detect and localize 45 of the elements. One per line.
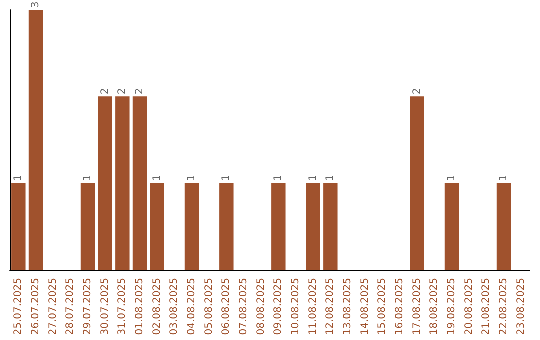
data-label: 1 — [446, 174, 458, 182]
data-label: 1 — [221, 174, 232, 182]
data-label: 2 — [117, 88, 128, 95]
x-tick-label: 29.07.2025 — [82, 278, 94, 336]
x-tick-label: 08.08.2025 — [256, 278, 267, 336]
x-tick-label: 07.08.2025 — [238, 278, 250, 336]
x-tick-label: 06.08.2025 — [221, 278, 232, 336]
data-label: 1 — [325, 174, 336, 182]
x-tick-label: 03.08.2025 — [169, 278, 180, 336]
x-tick-label: 18.08.2025 — [429, 278, 440, 336]
x-tick-label: 12.08.2025 — [325, 278, 336, 336]
x-tick-label: 14.08.2025 — [360, 278, 371, 336]
data-label: 1 — [186, 174, 198, 182]
data-label: 1 — [82, 174, 94, 182]
x-tick-label: 26.07.2025 — [30, 278, 42, 336]
data-label: 1 — [13, 174, 24, 182]
data-label: 1 — [152, 174, 163, 182]
data-label: 1 — [273, 174, 284, 182]
data-label: 1 — [498, 174, 510, 182]
x-tick-label: 15.08.2025 — [377, 278, 388, 336]
data-label: 2 — [100, 88, 111, 95]
x-tick-label: 11.08.2025 — [308, 278, 319, 336]
data-label: 2 — [412, 88, 423, 95]
x-tick-label: 09.08.2025 — [273, 278, 284, 336]
x-tick-label: 20.08.2025 — [464, 278, 475, 336]
x-tick-label: 02.08.2025 — [152, 278, 163, 336]
x-tick-label: 28.07.2025 — [65, 278, 76, 336]
data-label: 2 — [134, 88, 146, 95]
x-tick-label: 17.08.2025 — [412, 278, 423, 336]
x-tick-label: 05.08.2025 — [204, 278, 215, 336]
x-tick-label: 01.08.2025 — [134, 278, 146, 336]
x-tick-label: 13.08.2025 — [342, 278, 354, 336]
x-tick-label: 25.07.2025 — [13, 278, 24, 336]
x-tick-label: 23.08.2025 — [516, 278, 527, 336]
x-tick-label: 30.07.2025 — [100, 278, 111, 336]
data-label: 3 — [30, 2, 42, 8]
data-label: 1 — [308, 174, 319, 182]
x-tick-label: 27.07.2025 — [48, 278, 59, 336]
x-tick-label: 19.08.2025 — [446, 278, 458, 336]
x-tick-label: 21.08.2025 — [481, 278, 492, 336]
x-tick-label: 16.08.2025 — [394, 278, 406, 336]
x-tick-label: 22.08.2025 — [498, 278, 510, 336]
x-tick-label: 31.07.2025 — [117, 278, 128, 336]
x-tick-label: 10.08.2025 — [290, 278, 302, 336]
x-tick-label: 04.08.2025 — [186, 278, 198, 336]
